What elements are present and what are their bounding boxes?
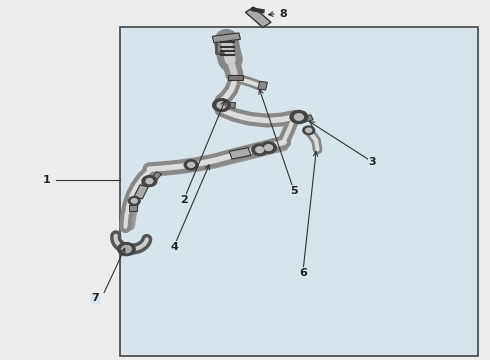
Circle shape — [131, 199, 137, 203]
Circle shape — [265, 145, 272, 150]
Polygon shape — [228, 75, 243, 80]
Polygon shape — [212, 33, 241, 43]
Text: 7: 7 — [92, 293, 99, 303]
Text: 5: 5 — [290, 186, 298, 196]
Polygon shape — [299, 115, 313, 123]
Polygon shape — [129, 205, 137, 211]
Circle shape — [261, 142, 276, 153]
Polygon shape — [134, 185, 148, 199]
Circle shape — [146, 179, 153, 184]
Text: 1: 1 — [43, 175, 50, 185]
Circle shape — [294, 114, 303, 120]
Text: 4: 4 — [170, 242, 178, 252]
Polygon shape — [225, 102, 236, 108]
Circle shape — [256, 147, 264, 153]
Polygon shape — [152, 172, 162, 180]
Circle shape — [217, 102, 226, 108]
Circle shape — [122, 246, 131, 253]
Polygon shape — [229, 148, 251, 159]
Circle shape — [142, 176, 157, 186]
Circle shape — [252, 144, 268, 156]
Polygon shape — [258, 81, 268, 90]
Polygon shape — [245, 7, 271, 27]
Circle shape — [213, 99, 230, 112]
Text: 8: 8 — [279, 9, 287, 19]
Circle shape — [118, 243, 135, 256]
Text: 2: 2 — [180, 195, 188, 205]
Circle shape — [128, 197, 140, 205]
Circle shape — [188, 162, 195, 167]
Circle shape — [290, 111, 308, 123]
Text: 3: 3 — [368, 157, 376, 167]
Circle shape — [184, 160, 198, 170]
Bar — [120, 27, 478, 356]
Circle shape — [303, 126, 315, 135]
Circle shape — [306, 128, 312, 132]
Text: 6: 6 — [299, 268, 307, 278]
